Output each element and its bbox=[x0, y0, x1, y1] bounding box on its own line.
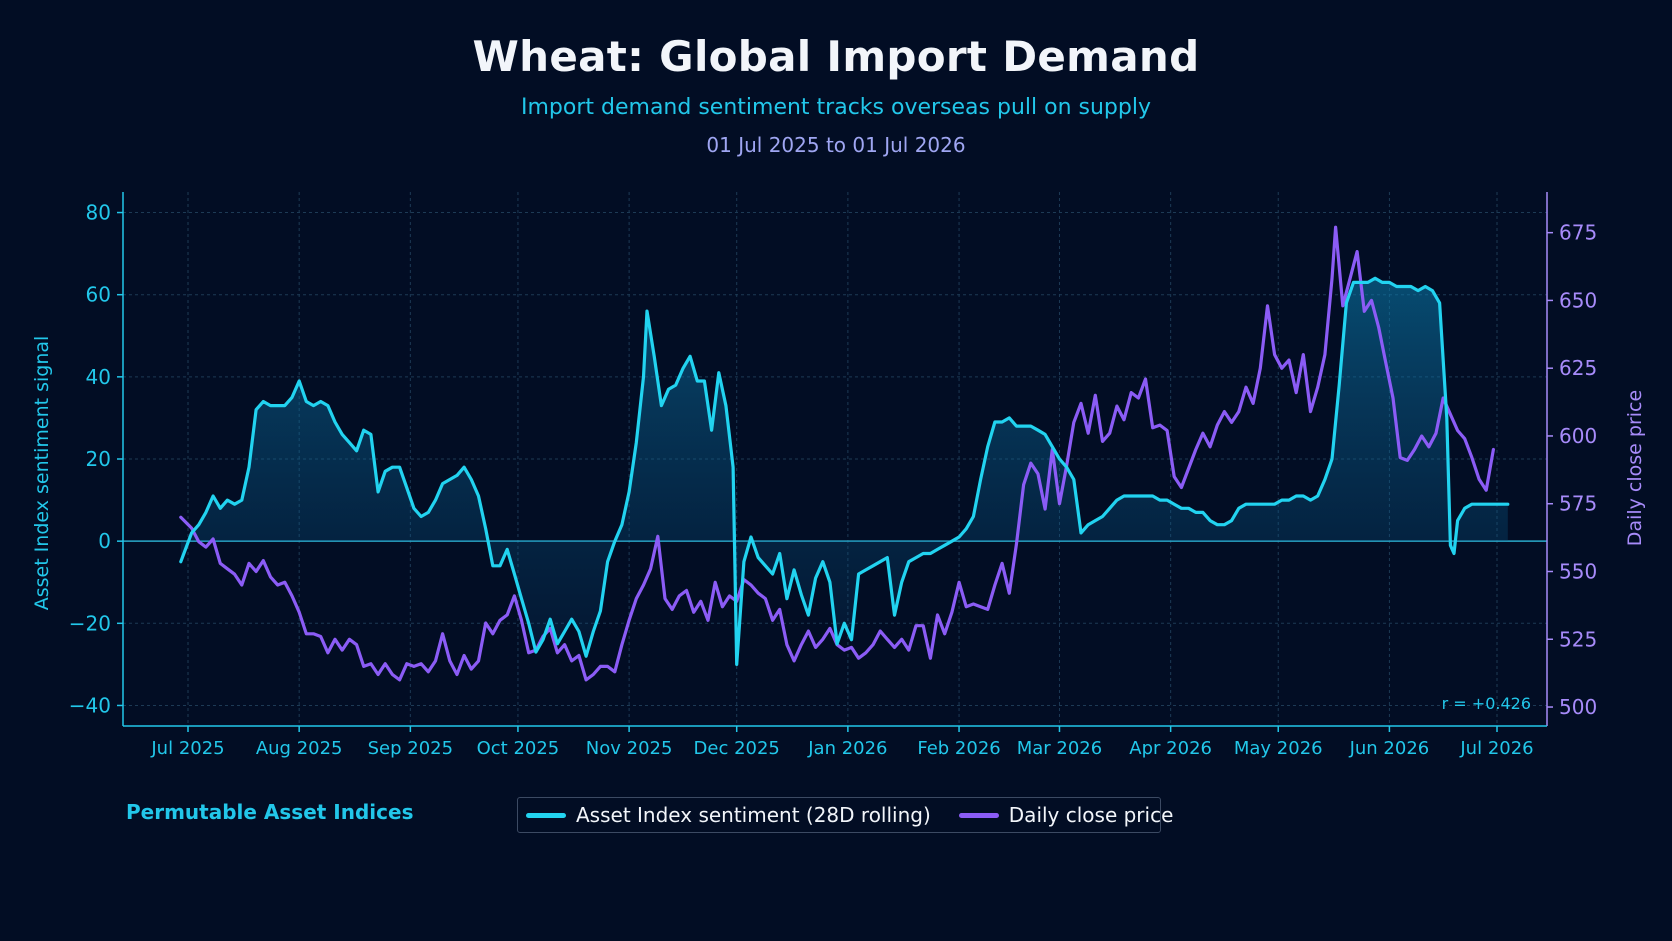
x-tick-label-7: Feb 2026 bbox=[917, 738, 1000, 759]
right-tick-label-7: 675 bbox=[1559, 221, 1597, 245]
x-tick-label-10: May 2026 bbox=[1234, 738, 1323, 759]
x-tick-label-3: Oct 2025 bbox=[477, 738, 560, 759]
right-tick-label-4: 600 bbox=[1559, 424, 1597, 448]
legend-swatch-sentiment bbox=[526, 812, 566, 818]
left-tick-label-6: 80 bbox=[86, 201, 111, 225]
left-tick-label-3: 20 bbox=[86, 447, 111, 471]
correlation-annotation: r = +0.426 bbox=[1442, 694, 1531, 713]
price-line bbox=[179, 225, 1496, 682]
right-tick-label-0: 500 bbox=[1559, 695, 1597, 719]
right-tick-label-3: 575 bbox=[1559, 492, 1597, 516]
chart-title: Wheat: Global Import Demand bbox=[472, 32, 1200, 81]
legend-item-price[interactable]: Daily close price bbox=[958, 803, 1174, 827]
left-tick-label-0: −40 bbox=[69, 693, 111, 717]
right-tick-label-1: 525 bbox=[1559, 627, 1597, 651]
series-lines bbox=[179, 225, 1510, 682]
x-tick-label-8: Mar 2026 bbox=[1017, 738, 1103, 759]
legend-label-sentiment: Asset Index sentiment (28D rolling) bbox=[576, 803, 931, 827]
legend-label-price: Daily close price bbox=[1008, 803, 1174, 827]
right-axis-title: Daily close price bbox=[1624, 390, 1646, 546]
legend-item-sentiment[interactable]: Asset Index sentiment (28D rolling) bbox=[526, 803, 931, 827]
x-tick-label-11: Jun 2026 bbox=[1349, 738, 1430, 759]
left-tick-label-1: −20 bbox=[69, 611, 111, 635]
date-range: 01 Jul 2025 to 01 Jul 2026 bbox=[706, 133, 966, 157]
left-axis-title: Asset Index sentiment signal bbox=[31, 336, 53, 611]
left-tick-label-5: 60 bbox=[86, 283, 111, 307]
x-tick-label-12: Jul 2026 bbox=[1459, 738, 1533, 759]
legend-swatch-price bbox=[958, 812, 999, 818]
left-tick-label-2: 0 bbox=[98, 529, 111, 553]
sentiment-line bbox=[179, 276, 1510, 667]
legend: Asset Index sentiment (28D rolling) Dail… bbox=[517, 797, 1173, 833]
x-tick-label-4: Nov 2025 bbox=[586, 738, 673, 759]
chart-subtitle: Import demand sentiment tracks overseas … bbox=[521, 95, 1151, 120]
x-tick-label-9: Apr 2026 bbox=[1129, 738, 1212, 759]
x-tick-label-2: Sep 2025 bbox=[368, 738, 453, 759]
x-tick-label-0: Jul 2025 bbox=[150, 738, 224, 759]
sentiment-area bbox=[180, 278, 1508, 665]
brand-label: Permutable Asset Indices bbox=[126, 800, 414, 824]
x-tick-label-6: Jan 2026 bbox=[807, 738, 887, 759]
left-tick-label-4: 40 bbox=[86, 365, 111, 389]
x-tick-label-1: Aug 2025 bbox=[256, 738, 343, 759]
right-tick-label-6: 650 bbox=[1559, 288, 1597, 312]
right-tick-label-2: 550 bbox=[1559, 559, 1597, 583]
axes: −40 −20 0 20 40 60 80 500 525 550 575 600 625 650 675 J… bbox=[69, 192, 1597, 759]
x-tick-label-5: Dec 2025 bbox=[694, 738, 780, 759]
right-tick-label-5: 625 bbox=[1559, 356, 1597, 380]
sentiment-area-fill bbox=[180, 278, 1508, 665]
